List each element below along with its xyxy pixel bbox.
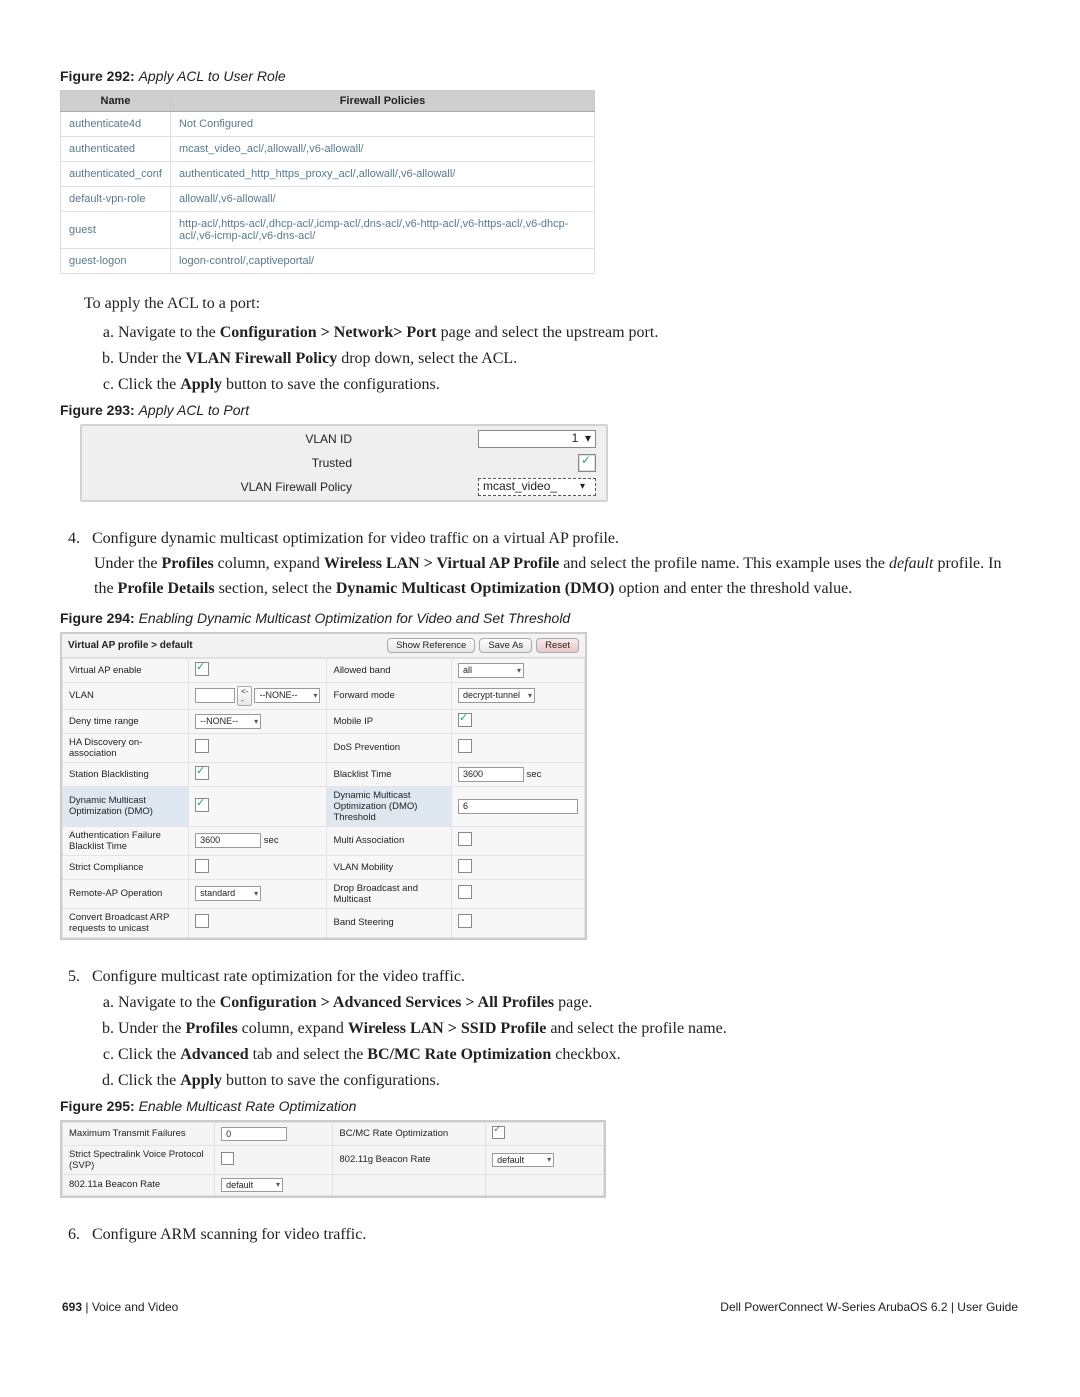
- table-row[interactable]: default-vpn-roleallowall/,v6-allowall/: [61, 187, 595, 212]
- apply-port-intro: To apply the ACL to a port:: [84, 292, 1020, 316]
- fig295-title: Enable Multicast Rate Optimization: [139, 1098, 357, 1114]
- footer-right: Dell PowerConnect W-Series ArubaOS 6.2 |…: [720, 1300, 1018, 1314]
- 80211a-beacon-rate-select[interactable]: default: [221, 1178, 283, 1192]
- dmo-checkbox[interactable]: [195, 798, 209, 812]
- step-4-detail: Under the Profiles column, expand Wirele…: [94, 552, 1020, 602]
- vap-settings-table: Virtual AP enable Allowed band all VLAN …: [62, 658, 585, 938]
- 80211g-beacon-rate-select[interactable]: default: [492, 1153, 554, 1167]
- fig292-num: Figure 292:: [60, 68, 135, 84]
- panel-header: Virtual AP profile > default Show Refere…: [62, 634, 585, 658]
- deny-time-range-select[interactable]: --NONE--: [195, 714, 261, 729]
- fig292-title: Apply ACL to User Role: [139, 68, 286, 84]
- vap-enable-checkbox[interactable]: [195, 662, 209, 676]
- table-row[interactable]: authenticate4dNot Configured: [61, 112, 595, 137]
- step-a: Navigate to the Configuration > Network>…: [118, 324, 1020, 342]
- step-c: Click the Apply button to save the confi…: [118, 376, 1020, 394]
- figure-293-caption: Figure 293: Apply ACL to Port: [60, 402, 1020, 418]
- table-row[interactable]: guesthttp-acl/,https-acl/,dhcp-acl/,icmp…: [61, 212, 595, 249]
- ssid-profile-table: Maximum Transmit Failures 0 BC/MC Rate O…: [62, 1122, 604, 1196]
- fig293-title: Apply ACL to Port: [139, 402, 250, 418]
- vlan-id-label: VLAN ID: [82, 432, 352, 446]
- drop-bc-mc-checkbox[interactable]: [458, 885, 472, 899]
- step-5c: Click the Advanced tab and select the BC…: [118, 1046, 1020, 1064]
- step-4: 4. Configure dynamic multicast optimizat…: [68, 530, 1020, 548]
- fig295-num: Figure 295:: [60, 1098, 135, 1114]
- vlan-firewall-policy-label: VLAN Firewall Policy: [82, 480, 352, 494]
- chevron-down-icon: ▾: [580, 478, 594, 496]
- step-5b: Under the Profiles column, expand Wirele…: [118, 1020, 1020, 1038]
- vlan-select[interactable]: --NONE--: [254, 688, 320, 703]
- vlan-input[interactable]: [195, 688, 235, 703]
- vlan-port-panel: VLAN ID 1 ▾ Trusted VLAN Firewall Policy…: [80, 424, 608, 502]
- col-policies: Firewall Policies: [170, 91, 594, 112]
- panel-title: Virtual AP profile > default: [68, 640, 193, 651]
- fig293-num: Figure 293:: [60, 402, 135, 418]
- svp-checkbox[interactable]: [221, 1152, 234, 1165]
- mcast-rate-optimization-panel: Maximum Transmit Failures 0 BC/MC Rate O…: [60, 1120, 606, 1198]
- step-5a: Navigate to the Configuration > Advanced…: [118, 994, 1020, 1012]
- show-reference-button[interactable]: Show Reference: [387, 638, 475, 653]
- vlan-id-select[interactable]: 1 ▾: [478, 430, 596, 448]
- vlan-firewall-policy-select[interactable]: mcast_video_: [478, 478, 596, 496]
- band-steering-checkbox[interactable]: [458, 914, 472, 928]
- step-6: 6. Configure ARM scanning for video traf…: [68, 1226, 1020, 1244]
- mobile-ip-checkbox[interactable]: [458, 713, 472, 727]
- strict-compliance-checkbox[interactable]: [195, 859, 209, 873]
- blacklist-time-input[interactable]: 3600: [458, 767, 524, 782]
- convert-arp-checkbox[interactable]: [195, 914, 209, 928]
- vlan-mobility-checkbox[interactable]: [458, 859, 472, 873]
- page-footer: 693 | Voice and Video Dell PowerConnect …: [60, 1300, 1020, 1314]
- table-row[interactable]: guest-logonlogon-control/,captiveportal/: [61, 249, 595, 274]
- figure-292-caption: Figure 292: Apply ACL to User Role: [60, 68, 1020, 84]
- figure-295-caption: Figure 295: Enable Multicast Rate Optimi…: [60, 1098, 1020, 1114]
- apply-port-steps: Navigate to the Configuration > Network>…: [118, 324, 1020, 394]
- save-as-button[interactable]: Save As: [479, 638, 532, 653]
- col-name: Name: [61, 91, 171, 112]
- remote-ap-operation-select[interactable]: standard: [195, 886, 261, 901]
- table-row[interactable]: authenticatedmcast_video_acl/,allowall/,…: [61, 137, 595, 162]
- dmo-threshold-input[interactable]: 6: [458, 799, 578, 814]
- ha-discovery-checkbox[interactable]: [195, 739, 209, 753]
- multi-association-checkbox[interactable]: [458, 832, 472, 846]
- reset-button[interactable]: Reset: [536, 638, 579, 653]
- step-b: Under the VLAN Firewall Policy drop down…: [118, 350, 1020, 368]
- trusted-label: Trusted: [82, 456, 352, 470]
- table-row[interactable]: authenticated_confauthenticated_http_htt…: [61, 162, 595, 187]
- firewall-policies-table: Name Firewall Policies authenticate4dNot…: [60, 90, 595, 274]
- forward-mode-select[interactable]: decrypt-tunnel: [458, 688, 535, 703]
- footer-left: 693 | Voice and Video: [62, 1300, 178, 1314]
- step-5: 5. Configure multicast rate optimization…: [68, 968, 1020, 986]
- station-blacklisting-checkbox[interactable]: [195, 766, 209, 780]
- step-5d: Click the Apply button to save the confi…: [118, 1072, 1020, 1090]
- dos-prevention-checkbox[interactable]: [458, 739, 472, 753]
- auth-fail-blacklist-time-input[interactable]: 3600: [195, 833, 261, 848]
- fig294-num: Figure 294:: [60, 610, 135, 626]
- bcmc-rate-opt-checkbox[interactable]: [492, 1126, 505, 1139]
- fig294-title: Enabling Dynamic Multicast Optimization …: [139, 610, 571, 626]
- virtual-ap-profile-panel: Virtual AP profile > default Show Refere…: [60, 632, 587, 940]
- figure-294-caption: Figure 294: Enabling Dynamic Multicast O…: [60, 610, 1020, 626]
- vlan-remove-button[interactable]: <--: [237, 686, 252, 706]
- trusted-checkbox[interactable]: [578, 454, 596, 472]
- step-5-substeps: Navigate to the Configuration > Advanced…: [118, 994, 1020, 1090]
- allowed-band-select[interactable]: all: [458, 663, 524, 678]
- max-tx-failures-input[interactable]: 0: [221, 1127, 287, 1141]
